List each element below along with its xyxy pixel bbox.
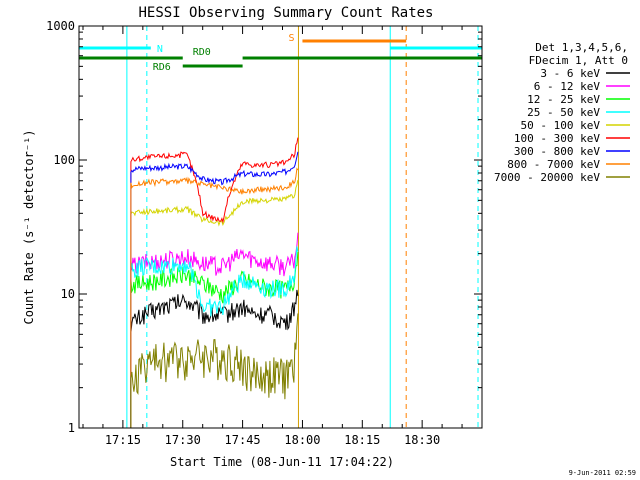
x-tick-label: 17:45: [225, 433, 261, 447]
series-line: [130, 313, 299, 428]
legend-header-line-1: Det 1,3,4,5,6,: [535, 41, 628, 54]
legend-label: 25 - 50 keV: [527, 106, 600, 119]
x-tick-label: 18:15: [344, 433, 380, 447]
series-line: [130, 179, 299, 428]
legend-label: 100 - 300 keV: [514, 132, 600, 145]
y-tick-label: 1: [68, 421, 75, 435]
x-tick-label: 18:00: [284, 433, 320, 447]
y-tick-label: 1000: [46, 19, 75, 33]
x-tick-label: 17:15: [105, 433, 141, 447]
legend: Det 1,3,4,5,6, FDecim 1, Att 0 3 - 6 keV…: [494, 41, 630, 184]
y-axis-label: Count Rate (s⁻¹ detector⁻¹): [22, 129, 36, 324]
status-label-rd6: RD6: [153, 62, 171, 73]
status-label-s: S: [288, 33, 294, 44]
series-line: [130, 246, 299, 428]
legend-label: 800 - 7000 keV: [507, 158, 600, 171]
status-label-rd0: RD0: [193, 47, 211, 58]
series-line: [130, 151, 299, 428]
status-label-n: N: [157, 44, 163, 55]
x-axis-label: Start Time (08-Jun-11 17:04:22): [170, 455, 394, 469]
legend-label: 3 - 6 keV: [540, 67, 600, 80]
series-line: [130, 289, 299, 428]
series-line: [130, 137, 299, 428]
legend-label: 7000 - 20000 keV: [494, 171, 600, 184]
legend-label: 12 - 25 keV: [527, 93, 600, 106]
series-line: [130, 232, 299, 428]
x-tick-label: 17:30: [165, 433, 201, 447]
legend-label: 50 - 100 keV: [521, 119, 601, 132]
footer-timestamp: 9-Jun-2011 02:59: [569, 469, 636, 477]
legend-label: 300 - 800 keV: [514, 145, 600, 158]
series-line: [130, 251, 299, 428]
plot-area: N S RD0 RD6: [78, 26, 482, 428]
y-tick-label: 10: [61, 287, 75, 301]
y-tick-label: 100: [53, 153, 75, 167]
legend-header-line-2: FDecim 1, Att 0: [529, 54, 628, 67]
axes: 1 10 100 1000 17:15 17:30 17:45 18:00 18:15 18:30: [46, 19, 482, 447]
chart-title: HESSI Observing Summary Count Rates: [138, 5, 433, 21]
plot-frame: [78, 25, 483, 429]
legend-label: 6 - 12 keV: [534, 80, 601, 93]
x-tick-label: 18:30: [404, 433, 440, 447]
series-line: [130, 167, 299, 428]
